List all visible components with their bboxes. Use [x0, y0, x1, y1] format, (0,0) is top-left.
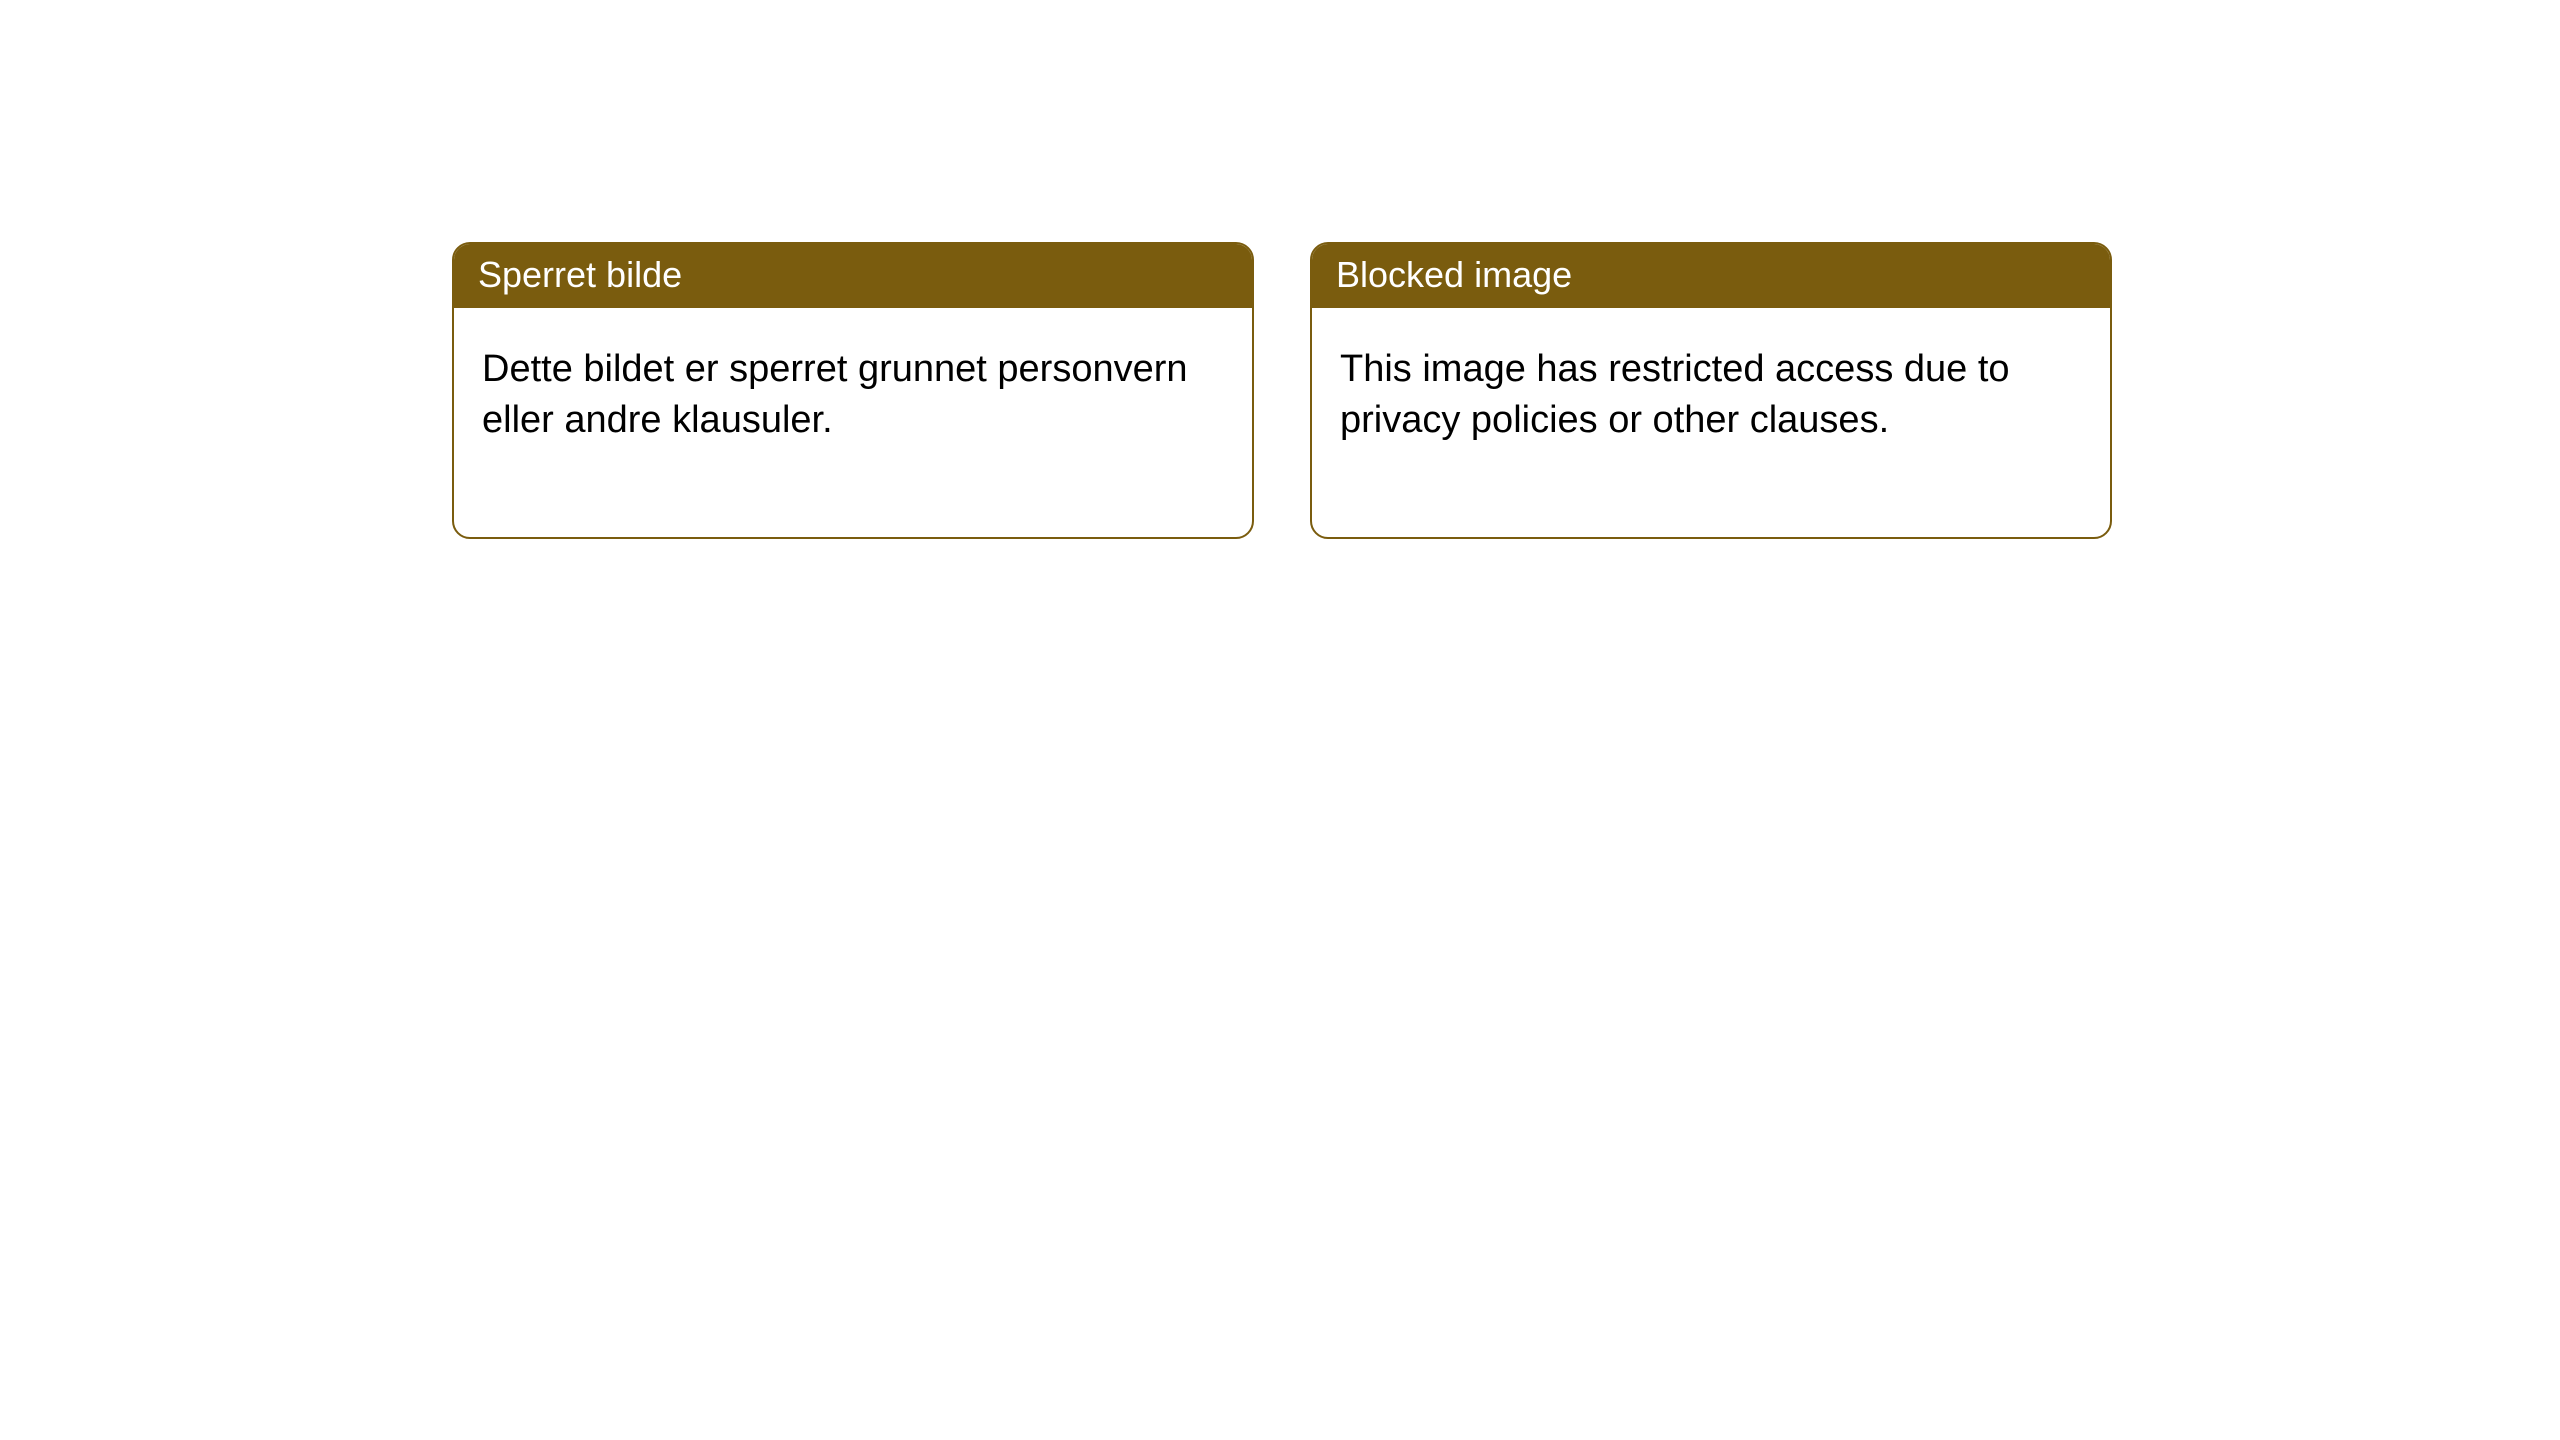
- notice-card-english: Blocked image This image has restricted …: [1310, 242, 2112, 539]
- notice-container: Sperret bilde Dette bildet er sperret gr…: [0, 0, 2560, 539]
- notice-card-norwegian: Sperret bilde Dette bildet er sperret gr…: [452, 242, 1254, 539]
- notice-title: Blocked image: [1336, 254, 1572, 295]
- notice-body-text: Dette bildet er sperret grunnet personve…: [482, 348, 1188, 441]
- notice-header: Sperret bilde: [454, 244, 1252, 308]
- notice-body-text: This image has restricted access due to …: [1340, 348, 2010, 441]
- notice-header: Blocked image: [1312, 244, 2110, 308]
- notice-body: This image has restricted access due to …: [1312, 308, 2110, 537]
- notice-body: Dette bildet er sperret grunnet personve…: [454, 308, 1252, 537]
- notice-title: Sperret bilde: [478, 254, 682, 295]
